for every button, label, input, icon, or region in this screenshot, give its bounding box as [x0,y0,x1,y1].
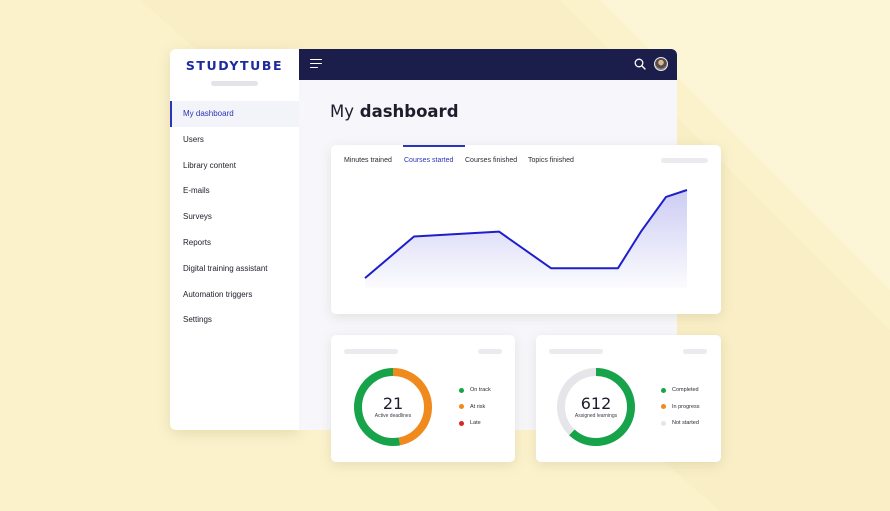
legend-item: In progress [661,404,700,421]
legend-item: Late [459,420,491,437]
tab-minutes-trained[interactable]: Minutes trained [344,157,392,164]
tab-topics-finished[interactable]: Topics finished [528,157,574,164]
sidebar-item-my-dashboard[interactable]: My dashboard [170,101,299,127]
donut-segment [557,368,635,446]
legend-label: On track [470,387,491,393]
deadlines-value: 21 [382,394,404,413]
legend-dot [459,404,464,409]
legend-dot [459,420,464,426]
page-title-bold: dashboard [359,102,459,121]
search-icon[interactable] [634,58,646,70]
sidebar-item-surveys[interactable]: Surveys [183,212,212,222]
sidebar-item-e-mails[interactable]: E-mails [183,186,210,196]
top-bar [299,49,677,80]
learnings-label: Assigned learnings [574,413,618,419]
org-name-placeholder [211,81,258,86]
deadlines-label: Active deadlines [374,413,412,419]
learnings-legend: Completed In progress Not started [661,387,700,437]
legend-item: At risk [459,404,491,421]
chart-series-line [364,189,688,279]
learnings-donut [557,368,635,446]
sidebar-item-digital-training-assistant[interactable]: Digital training assistant [183,263,268,273]
tab-courses-finished[interactable]: Courses finished [465,157,518,164]
page-title-light: My [330,102,355,121]
legend-item: On track [459,387,491,404]
active-tab-indicator [403,145,465,147]
donut-segment [354,368,432,446]
tab-courses-started[interactable]: Courses started [404,157,454,164]
courses-started-chart [364,189,688,288]
card-title-placeholder [344,349,398,354]
learnings-value: 612 [580,394,612,413]
sidebar-item-reports[interactable]: Reports [183,237,212,247]
legend-dot [661,420,666,426]
legend-dot [459,387,464,393]
legend-label: At risk [470,403,486,410]
legend-label: In progress [672,403,700,410]
chart-area-fill [365,190,687,288]
legend-label: Not started [672,420,699,426]
sidebar-item-settings[interactable]: Settings [183,315,212,325]
sidebar-item-users[interactable]: Users [183,134,204,144]
deadlines-legend: On track At risk Late [459,387,491,437]
date-filter-placeholder[interactable] [661,158,708,163]
legend-label: Completed [672,387,699,393]
deadlines-card: 21 Active deadlines On track At risk Late [331,335,515,462]
card-title-placeholder [549,349,603,354]
avatar[interactable] [654,57,668,71]
page-title: My dashboard [330,102,459,121]
sidebar-item-library-content[interactable]: Library content [183,160,236,170]
learnings-card: 612 Assigned learnings Completed In progr… [536,335,721,462]
sidebar-nav: My dashboard Users Library content E-mails S… [170,101,299,333]
studytube-logo[interactable]: STUDYTUBE [185,58,284,73]
deadlines-donut [354,368,432,446]
legend-item: Not started [661,420,700,437]
legend-label: Late [470,420,481,426]
sidebar-item-automation-triggers[interactable]: Automation triggers [183,289,253,299]
legend-item: Completed [661,387,700,404]
card-action-placeholder[interactable] [683,349,707,354]
courses-chart-card: Minutes trained Courses started Courses … [331,145,721,314]
legend-dot [661,387,666,393]
menu-icon[interactable] [310,59,322,69]
card-action-placeholder[interactable] [478,349,502,354]
legend-dot [661,404,666,409]
sidebar: STUDYTUBE My dashboard Users Library conte… [170,49,299,430]
